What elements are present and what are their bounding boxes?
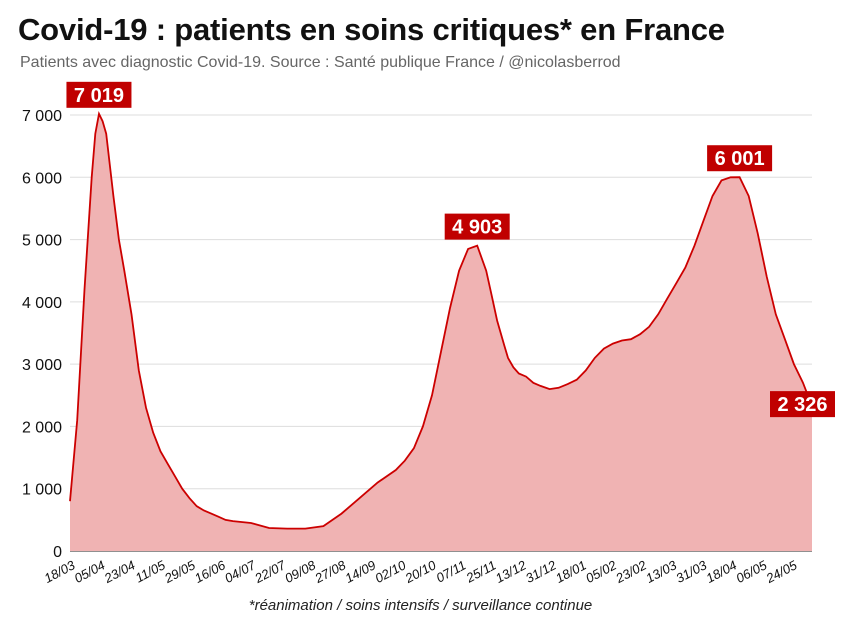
y-tick-label: 4 000 [22, 295, 62, 312]
x-axis-ticks: 18/0305/0423/0411/0529/0516/0604/0722/07… [42, 557, 800, 586]
peak-label-text: 4 903 [452, 217, 502, 239]
peak-label: 7 019 [66, 81, 132, 108]
y-tick-label: 3 000 [22, 357, 62, 374]
y-tick-label: 5 000 [22, 233, 62, 250]
y-tick-label: 7 000 [22, 108, 62, 125]
y-tick-label: 1 000 [22, 482, 62, 499]
peak-label-bg [707, 145, 773, 172]
chart-title: Covid-19 : patients en soins critiques* … [18, 12, 725, 47]
area-chart: 0 1 000 2 000 3 000 4 000 5 000 6 000 7 000 18/… [22, 81, 835, 586]
y-tick-label: 2 000 [22, 419, 62, 436]
footnote: *réanimation / soins intensifs / surveil… [248, 597, 593, 614]
peak-label-text: 7 019 [74, 85, 124, 107]
series-area-fill [70, 113, 812, 552]
peak-label-bg [770, 391, 835, 418]
peak-label-text: 6 001 [715, 148, 765, 170]
series-line [69, 110, 813, 530]
y-tick-label: 6 000 [22, 170, 62, 187]
chart-subtitle: Patients avec diagnostic Covid-19. Sourc… [20, 54, 621, 71]
x-tick-label: 24/05 [763, 557, 800, 586]
peak-label: 2 326 [770, 391, 835, 418]
y-tick-label: 0 [53, 544, 62, 561]
peak-label-text: 2 326 [777, 394, 827, 416]
peak-label-bg [66, 81, 132, 108]
series-area [69, 110, 813, 552]
peak-label-bg [444, 213, 510, 240]
peak-labels: 7 019 4 903 6 001 2 326 [66, 81, 835, 418]
y-axis-ticks: 0 1 000 2 000 3 000 4 000 5 000 6 000 7 000 [22, 108, 62, 561]
peak-label: 4 903 [444, 213, 510, 240]
peak-label: 6 001 [707, 145, 773, 172]
